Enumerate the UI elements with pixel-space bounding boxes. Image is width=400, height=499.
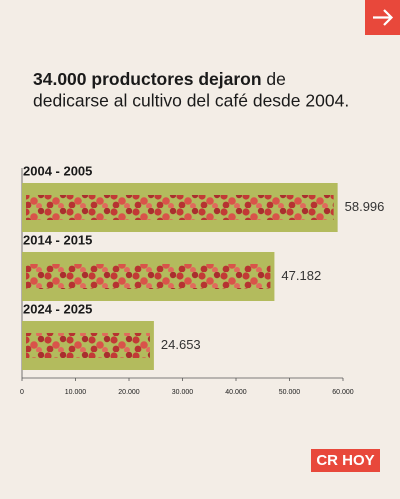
x-tick-label: 10.000	[65, 389, 87, 396]
x-tick-label: 40.000	[225, 389, 247, 396]
title-regular: de	[262, 69, 286, 89]
bean-pattern	[26, 264, 271, 289]
category-label: 2014 - 2015	[23, 232, 92, 247]
chart-title: 34.000 productores dejaron de	[33, 69, 286, 89]
x-tick-label: 20.000	[118, 389, 140, 396]
category-label: 2004 - 2005	[23, 163, 92, 178]
title-bold: 34.000 productores dejaron	[33, 69, 262, 89]
bean-pattern	[26, 333, 150, 358]
value-label: 47.182	[281, 268, 321, 283]
logo-text: CR HOY	[316, 452, 374, 469]
x-tick-label: 50.000	[279, 389, 301, 396]
x-tick-label: 30.000	[172, 389, 194, 396]
category-label: 2024 - 2025	[23, 301, 92, 316]
value-label: 58.996	[345, 199, 385, 214]
bean-pattern	[26, 195, 334, 220]
x-tick-label: 0	[20, 389, 24, 396]
x-tick-label: 60.000	[332, 389, 354, 396]
arrow-icon	[373, 9, 394, 26]
logo	[311, 449, 380, 472]
value-label: 24.653	[161, 337, 201, 352]
chart-title-line2: dedicarse al cultivo del café desde 2004…	[33, 91, 349, 111]
